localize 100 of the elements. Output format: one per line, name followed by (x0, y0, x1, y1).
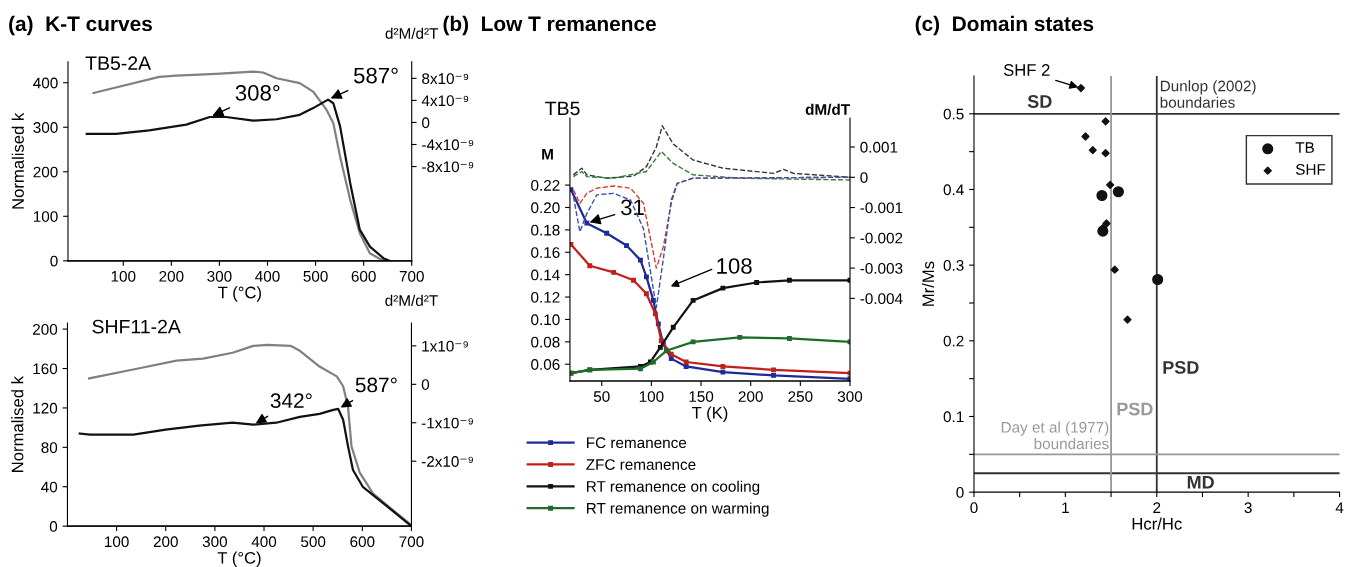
x-axis-title: T (°C) (217, 551, 261, 567)
chart-title: (b) Low T remanence (443, 15, 656, 36)
x-tick-label: 200 (153, 536, 178, 548)
y-tick-label: 200 (33, 166, 58, 178)
y-tick-label: 100 (33, 211, 58, 222)
y2-tick-label: 0 (860, 172, 868, 183)
x-tick-label: 150 (689, 391, 714, 402)
x-tick-label: 200 (159, 270, 184, 282)
y-tick-label: 0.10 (531, 314, 560, 326)
y-tick-label: 0.16 (531, 247, 560, 258)
x-axis-title: T (K) (691, 406, 728, 422)
annotation: 587° (355, 377, 397, 393)
y-axis-title: Normalised k (11, 376, 24, 472)
y-tick-label: 120 (33, 402, 58, 414)
y-tick-label: 40 (41, 481, 58, 493)
y-tick-label: 0.20 (531, 202, 560, 214)
y-tick-label: 0.08 (531, 336, 560, 348)
x-tick-label: 500 (301, 536, 326, 548)
y-tick-label: 0.2 (943, 335, 964, 347)
y-tick-label: 0.3 (943, 260, 964, 271)
x-tick-label: 100 (105, 536, 129, 548)
y2-tick-label: 0 (421, 379, 430, 390)
y2-tick-label: -8x10⁻⁹ (422, 161, 474, 173)
y2-axis-title: dM/dT (805, 103, 850, 116)
annotation: 108 (717, 258, 752, 274)
x-tick-label: 400 (251, 536, 277, 548)
x-axis-title: Hcr/Hc (1132, 517, 1182, 530)
y2-tick-label: -4x10⁻⁹ (422, 139, 474, 151)
x-tick-label: 500 (303, 270, 328, 282)
x-tick-label: 100 (639, 391, 664, 402)
legend-label: FC remanence (587, 437, 687, 449)
y-tick-label: 0.14 (531, 269, 560, 281)
x-tick-label: 300 (202, 536, 228, 548)
y2-tick-label: -0.002 (860, 232, 903, 244)
y-axis-title: Mr/Ms (921, 261, 935, 306)
y-tick-label: 0 (50, 255, 58, 267)
legend-label: ZFC remanence (586, 459, 696, 470)
chart-title: (c) Domain states (915, 15, 1094, 36)
y2-tick-label: 0.001 (860, 141, 898, 153)
legend-label: TB (1295, 142, 1314, 153)
y-tick-label: 0.22 (531, 179, 560, 191)
x-tick-label: 4 (1335, 502, 1344, 513)
annotation: 342° (270, 393, 312, 409)
ref-line-label: MD (1187, 476, 1214, 489)
x-tick-label: 100 (111, 270, 136, 282)
y-tick-label: 80 (41, 442, 58, 454)
x-tick-label: 1 (1062, 502, 1069, 513)
chart-subtitle: SHF11-2A (92, 319, 181, 334)
y2-tick-label: 8x10⁻⁹ (422, 73, 469, 85)
ref-line-label: PSD (1163, 361, 1199, 374)
x-tick-label: 600 (351, 270, 376, 282)
y-tick-label: 0.18 (531, 224, 560, 236)
annotation: 587° (353, 67, 398, 84)
y2-tick-label: -1x10⁻⁹ (421, 417, 473, 429)
chart-title: (a) K-T curves (9, 15, 152, 36)
y2-tick-label: 0 (422, 117, 430, 129)
x-tick-label: 300 (207, 270, 232, 282)
ref-line-label: PSD (1117, 402, 1153, 416)
x-tick-label: 600 (350, 536, 375, 548)
y-tick-label: 160 (33, 363, 58, 375)
ref-line-label: Day et al (1977) boundaries (1001, 421, 1109, 450)
y-tick-label: 0 (49, 521, 58, 532)
annotation: SHF 2 (1003, 64, 1050, 76)
y-tick-label: 0.1 (943, 411, 964, 423)
legend-label: RT remanence on cooling (587, 480, 760, 495)
chart-subtitle: TB5-2A (85, 56, 152, 71)
y-tick-label: 0.4 (943, 184, 964, 196)
y2-tick-label: -0.003 (860, 262, 903, 274)
x-tick-label: 3 (1244, 502, 1252, 514)
annotation: 31 (621, 199, 644, 216)
y2-tick-label: 1x10⁻⁹ (422, 340, 468, 352)
x-tick-label: 400 (255, 270, 280, 282)
y2-axis-title: d²M/d²T (385, 294, 438, 306)
y2-axis-title: d²M/d²T (385, 27, 439, 39)
x-tick-label: 700 (399, 536, 424, 548)
chart-subtitle: TB5 (545, 101, 580, 116)
y-tick-label: 200 (33, 323, 58, 335)
legend-label: RT remanence on warming (587, 502, 769, 517)
x-tick-label: 250 (788, 391, 813, 402)
x-tick-label: 50 (593, 391, 610, 402)
x-axis-title: T (°C) (218, 286, 261, 302)
y-axis-title: M (542, 148, 553, 160)
y-tick-label: 0.12 (531, 291, 560, 303)
x-tick-label: 0 (970, 502, 978, 514)
y-axis-title: Normalised k (11, 112, 24, 209)
annotation: 308° (235, 85, 280, 101)
y-tick-label: 0.5 (943, 108, 964, 120)
x-tick-label: 2 (1153, 502, 1161, 513)
y2-tick-label: -0.004 (860, 293, 903, 305)
y-tick-label: 400 (33, 77, 58, 89)
y2-tick-label: -2x10⁻⁹ (421, 456, 473, 467)
legend-label: SHF (1295, 164, 1326, 175)
y2-tick-label: -0.001 (860, 202, 903, 214)
annotation: Dunlop (2002) boundaries (1160, 80, 1256, 108)
y-tick-label: 0 (956, 487, 964, 498)
y-tick-label: 300 (33, 122, 58, 133)
y-tick-label: 0.06 (531, 359, 560, 370)
x-tick-label: 200 (738, 391, 763, 402)
ref-line-label: SD (1027, 95, 1052, 108)
x-tick-label: 300 (837, 391, 863, 402)
